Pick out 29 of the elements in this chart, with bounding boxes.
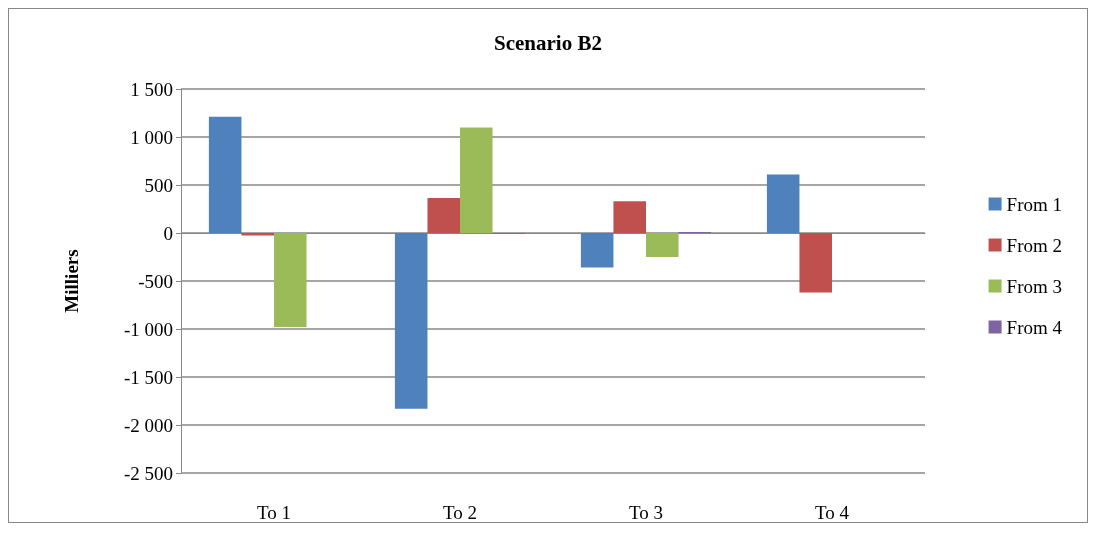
legend-label: From 4 <box>1006 316 1063 338</box>
bar <box>394 233 428 409</box>
bar <box>613 201 646 233</box>
y-tick-label: -500 <box>138 270 173 292</box>
chart-title: Scenario B2 <box>494 30 602 55</box>
bar <box>427 197 460 233</box>
bar <box>208 116 242 233</box>
y-tick-label: -1 500 <box>123 366 173 388</box>
bar <box>799 233 832 293</box>
y-axis-title: Milliers <box>61 249 82 313</box>
legend-label: From 2 <box>1006 234 1063 256</box>
bar <box>766 174 800 233</box>
y-tick-label: 1 500 <box>130 78 173 100</box>
legend-label: From 3 <box>1006 275 1063 297</box>
y-tick-label: 500 <box>144 174 173 196</box>
y-tick-label: 0 <box>163 222 173 244</box>
x-tick-label: To 3 <box>628 502 664 523</box>
x-tick-label: To 1 <box>256 502 292 523</box>
legend-label: From 1 <box>1006 193 1063 215</box>
bar <box>274 233 307 328</box>
bar <box>646 233 679 257</box>
bar <box>580 233 614 268</box>
y-tick-label: -2 500 <box>123 462 173 484</box>
y-tick-label: -2 000 <box>123 414 173 436</box>
x-tick-label: To 2 <box>442 502 478 523</box>
y-tick-label: -1 000 <box>123 318 173 340</box>
x-tick-label: To 4 <box>814 502 850 523</box>
bar <box>460 127 493 233</box>
y-tick-label: 1 000 <box>130 126 173 148</box>
